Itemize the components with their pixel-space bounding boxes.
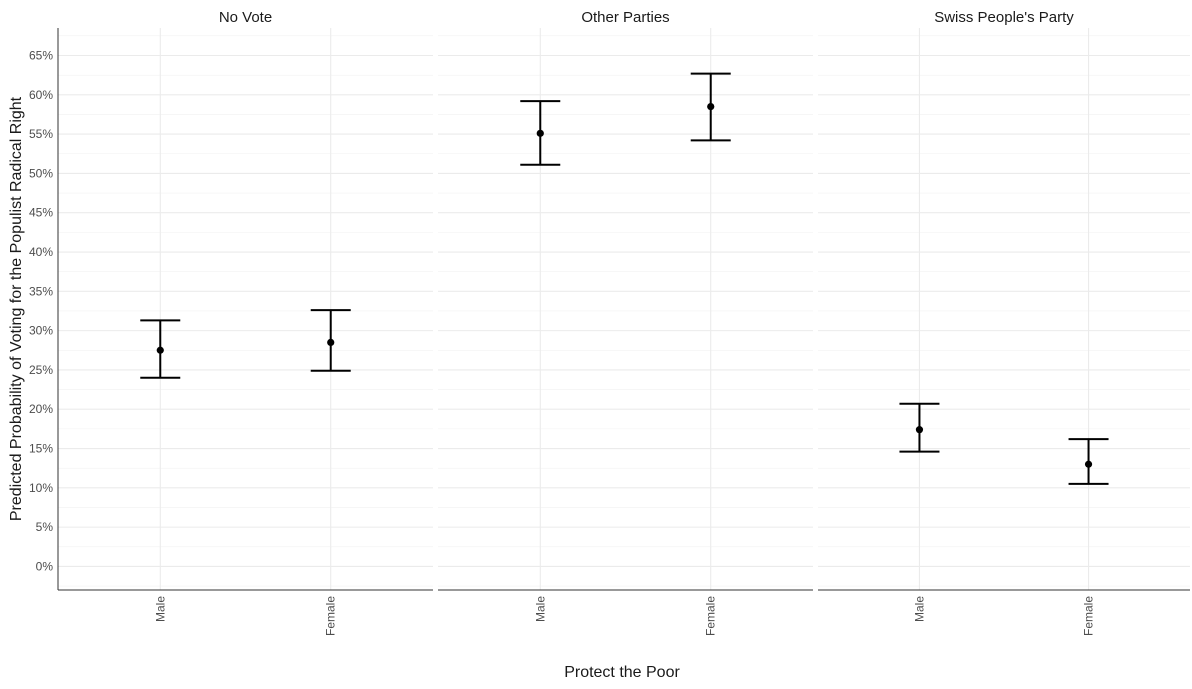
y-axis-title: Predicted Probability of Voting for the … — [8, 96, 25, 521]
data-point — [536, 129, 544, 137]
y-tick-label: 50% — [29, 166, 53, 180]
x-tick-label: Male — [533, 596, 547, 622]
y-tick-label: 20% — [29, 402, 53, 416]
x-tick-label: Female — [324, 596, 338, 636]
data-point — [156, 346, 164, 354]
data-point — [915, 426, 924, 434]
facet-title: No Vote — [219, 9, 272, 26]
y-tick-label: 0% — [36, 559, 54, 573]
y-tick-label: 35% — [29, 284, 53, 298]
x-tick-label: Male — [912, 596, 926, 622]
facet-title: Swiss People's Party — [934, 9, 1074, 26]
y-tick-label: 40% — [29, 245, 53, 259]
data-point — [707, 103, 715, 111]
data-point — [327, 338, 335, 347]
y-tick-label: 45% — [29, 206, 53, 220]
y-tick-label: 5% — [36, 520, 54, 534]
x-tick-label: Male — [153, 596, 167, 622]
y-tick-label: 10% — [29, 481, 53, 495]
facet-title: Other Parties — [581, 9, 669, 26]
data-point — [1084, 460, 1093, 468]
y-tick-label: 65% — [29, 49, 53, 63]
x-tick-label: Female — [1082, 596, 1096, 636]
y-tick-label: 30% — [29, 324, 53, 338]
x-axis-title: Protect the Poor — [564, 664, 680, 681]
y-tick-label: 60% — [29, 88, 53, 102]
y-tick-label: 25% — [29, 363, 53, 377]
y-tick-label: 55% — [29, 127, 53, 141]
x-tick-label: Female — [704, 596, 718, 636]
y-tick-label: 15% — [29, 442, 53, 456]
